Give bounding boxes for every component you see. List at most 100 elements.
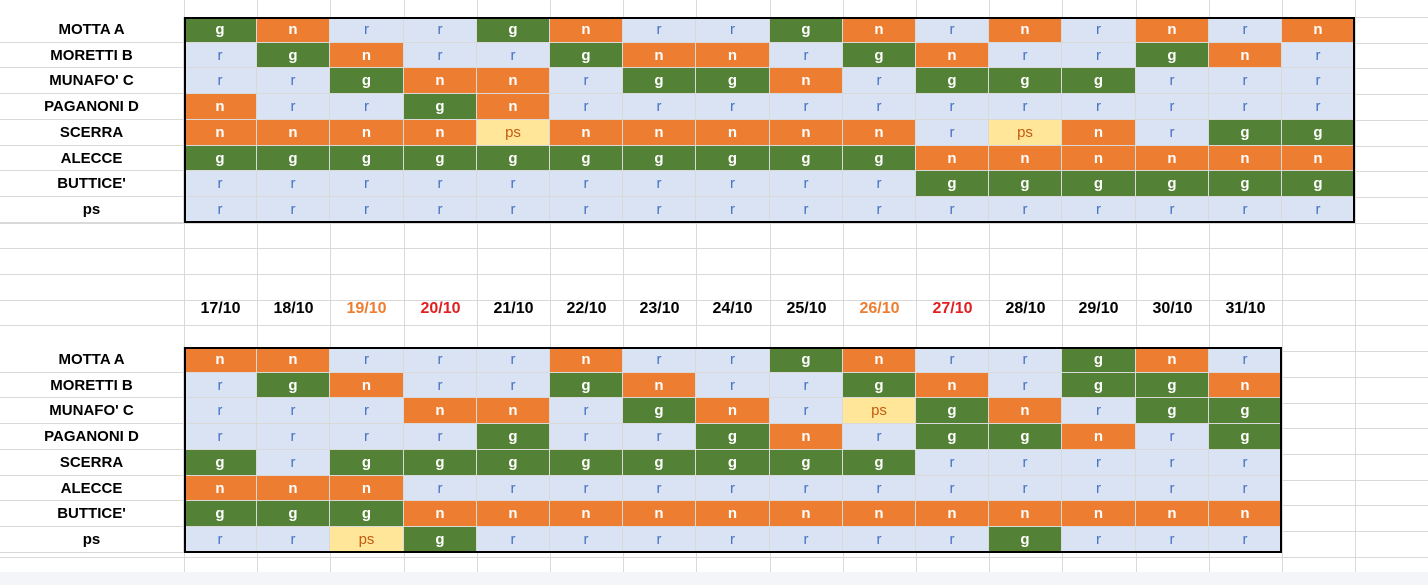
bottom-row-name[interactable]: BUTTICE' bbox=[0, 501, 184, 527]
bottom-shift-cell[interactable]: r bbox=[1136, 527, 1209, 553]
date-header[interactable]: 28/10 bbox=[1005, 300, 1046, 317]
top-shift-cell[interactable]: r bbox=[404, 17, 477, 43]
bottom-shift-cell[interactable]: r bbox=[257, 398, 330, 424]
bottom-shift-cell[interactable]: n bbox=[989, 398, 1062, 424]
bottom-shift-cell[interactable]: g bbox=[1062, 347, 1136, 373]
top-shift-cell[interactable]: g bbox=[184, 17, 257, 43]
top-shift-cell[interactable]: ps bbox=[477, 120, 550, 146]
date-header[interactable]: 20/10 bbox=[420, 300, 461, 317]
top-shift-cell[interactable]: n bbox=[843, 120, 916, 146]
top-shift-cell[interactable]: n bbox=[1136, 17, 1209, 43]
top-shift-cell[interactable]: n bbox=[623, 120, 696, 146]
bottom-shift-cell[interactable]: g bbox=[184, 501, 257, 527]
bottom-shift-cell[interactable]: n bbox=[916, 501, 989, 527]
date-header[interactable]: 30/10 bbox=[1152, 300, 1193, 317]
bottom-shift-cell[interactable]: n bbox=[550, 347, 623, 373]
bottom-shift-cell[interactable]: g bbox=[1209, 398, 1282, 424]
top-shift-cell[interactable]: g bbox=[1282, 120, 1355, 146]
bottom-row-name[interactable]: MORETTI B bbox=[0, 373, 184, 398]
bottom-shift-cell[interactable]: r bbox=[1136, 450, 1209, 476]
bottom-shift-cell[interactable]: n bbox=[989, 501, 1062, 527]
top-shift-cell[interactable]: g bbox=[1209, 120, 1282, 146]
top-shift-cell[interactable]: g bbox=[184, 146, 257, 171]
bottom-shift-cell[interactable]: r bbox=[330, 398, 404, 424]
bottom-shift-cell[interactable]: n bbox=[843, 501, 916, 527]
top-shift-cell[interactable]: r bbox=[1209, 94, 1282, 120]
top-row-name[interactable]: MUNAFO' C bbox=[0, 68, 184, 94]
bottom-shift-cell[interactable]: g bbox=[989, 527, 1062, 553]
bottom-shift-cell[interactable]: n bbox=[696, 501, 770, 527]
top-shift-cell[interactable]: n bbox=[404, 68, 477, 94]
bottom-shift-cell[interactable]: n bbox=[843, 347, 916, 373]
bottom-shift-cell[interactable]: n bbox=[184, 476, 257, 501]
top-shift-cell[interactable]: r bbox=[623, 197, 696, 223]
top-shift-cell[interactable]: g bbox=[989, 68, 1062, 94]
top-shift-cell[interactable]: g bbox=[1282, 171, 1355, 197]
top-shift-cell[interactable]: r bbox=[843, 68, 916, 94]
top-shift-cell[interactable]: g bbox=[843, 146, 916, 171]
bottom-shift-cell[interactable]: r bbox=[257, 527, 330, 553]
top-shift-cell[interactable]: r bbox=[1062, 197, 1136, 223]
top-shift-cell[interactable]: n bbox=[623, 43, 696, 68]
bottom-shift-cell[interactable]: r bbox=[916, 476, 989, 501]
bottom-shift-cell[interactable]: r bbox=[550, 527, 623, 553]
top-shift-cell[interactable]: n bbox=[477, 94, 550, 120]
date-header[interactable]: 22/10 bbox=[566, 300, 607, 317]
bottom-shift-cell[interactable]: g bbox=[404, 450, 477, 476]
top-shift-cell[interactable]: r bbox=[257, 94, 330, 120]
bottom-shift-cell[interactable]: n bbox=[696, 398, 770, 424]
top-shift-cell[interactable]: g bbox=[404, 146, 477, 171]
top-shift-cell[interactable]: r bbox=[1282, 197, 1355, 223]
bottom-shift-cell[interactable]: r bbox=[916, 450, 989, 476]
top-shift-cell[interactable]: r bbox=[184, 68, 257, 94]
top-shift-cell[interactable]: n bbox=[1136, 146, 1209, 171]
top-shift-cell[interactable]: n bbox=[696, 120, 770, 146]
bottom-shift-cell[interactable]: ps bbox=[843, 398, 916, 424]
bottom-row-name[interactable]: PAGANONI D bbox=[0, 424, 184, 450]
bottom-shift-cell[interactable]: g bbox=[696, 424, 770, 450]
bottom-shift-cell[interactable]: r bbox=[1209, 347, 1282, 373]
top-shift-cell[interactable]: g bbox=[404, 94, 477, 120]
bottom-shift-cell[interactable]: r bbox=[843, 424, 916, 450]
date-header[interactable]: 23/10 bbox=[639, 300, 680, 317]
bottom-shift-cell[interactable]: n bbox=[330, 476, 404, 501]
bottom-shift-cell[interactable]: g bbox=[989, 424, 1062, 450]
bottom-shift-cell[interactable]: n bbox=[916, 373, 989, 398]
bottom-shift-cell[interactable]: r bbox=[1136, 424, 1209, 450]
top-shift-cell[interactable]: r bbox=[550, 197, 623, 223]
top-shift-cell[interactable]: r bbox=[477, 43, 550, 68]
top-shift-cell[interactable]: g bbox=[257, 43, 330, 68]
bottom-shift-cell[interactable]: r bbox=[623, 476, 696, 501]
top-shift-cell[interactable]: r bbox=[1062, 17, 1136, 43]
top-shift-cell[interactable]: r bbox=[623, 17, 696, 43]
date-header[interactable]: 27/10 bbox=[932, 300, 973, 317]
bottom-shift-cell[interactable]: r bbox=[770, 527, 843, 553]
bottom-shift-cell[interactable]: n bbox=[623, 501, 696, 527]
top-shift-cell[interactable]: r bbox=[989, 43, 1062, 68]
bottom-shift-cell[interactable]: r bbox=[770, 398, 843, 424]
bottom-shift-cell[interactable]: r bbox=[1062, 476, 1136, 501]
bottom-shift-cell[interactable]: r bbox=[916, 527, 989, 553]
top-shift-cell[interactable]: r bbox=[1062, 43, 1136, 68]
top-shift-cell[interactable]: g bbox=[770, 146, 843, 171]
top-shift-cell[interactable]: g bbox=[550, 43, 623, 68]
top-shift-cell[interactable]: n bbox=[770, 120, 843, 146]
bottom-shift-cell[interactable]: r bbox=[404, 476, 477, 501]
bottom-shift-cell[interactable]: r bbox=[696, 527, 770, 553]
top-shift-cell[interactable]: r bbox=[916, 17, 989, 43]
bottom-shift-cell[interactable]: n bbox=[1209, 501, 1282, 527]
top-shift-cell[interactable]: r bbox=[330, 171, 404, 197]
top-shift-cell[interactable]: n bbox=[257, 17, 330, 43]
top-shift-cell[interactable]: r bbox=[1136, 68, 1209, 94]
top-shift-cell[interactable]: r bbox=[1282, 43, 1355, 68]
top-shift-cell[interactable]: r bbox=[550, 94, 623, 120]
top-shift-cell[interactable]: g bbox=[623, 146, 696, 171]
top-shift-cell[interactable]: n bbox=[770, 68, 843, 94]
bottom-shift-cell[interactable]: r bbox=[1062, 398, 1136, 424]
top-shift-cell[interactable]: g bbox=[330, 146, 404, 171]
bottom-shift-cell[interactable]: g bbox=[843, 373, 916, 398]
date-header[interactable]: 25/10 bbox=[786, 300, 827, 317]
bottom-shift-cell[interactable]: n bbox=[184, 347, 257, 373]
bottom-shift-cell[interactable]: g bbox=[916, 398, 989, 424]
bottom-shift-cell[interactable]: n bbox=[1209, 373, 1282, 398]
